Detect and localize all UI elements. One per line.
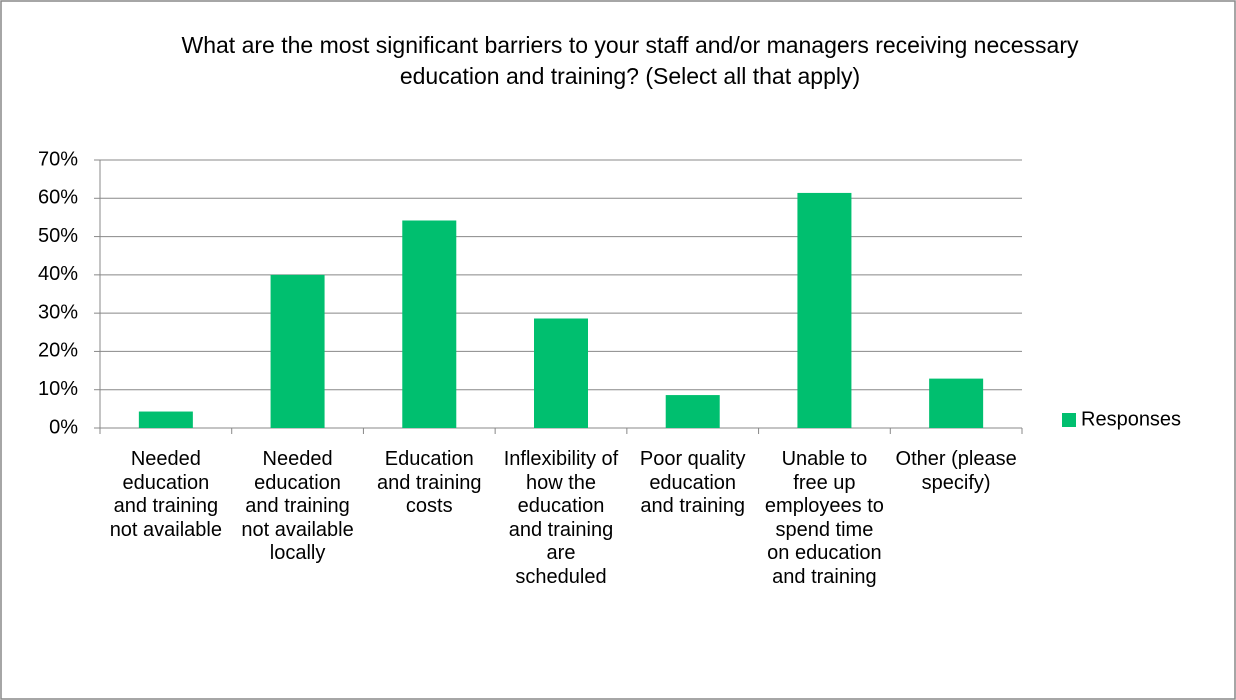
- x-tick-label: Poor quality education and training: [639, 448, 746, 517]
- y-tick-label: 40%: [38, 263, 78, 285]
- y-tick-label: 10%: [38, 378, 78, 400]
- y-tick-label: 50%: [38, 225, 78, 247]
- x-tick-label: Unable to free up employees to spend tim…: [764, 448, 884, 588]
- bar: [929, 378, 984, 428]
- bar: [270, 274, 325, 428]
- bar: [138, 411, 193, 428]
- x-tick-label: Education and training costs: [377, 448, 482, 517]
- x-tick-label: Other (please specify): [895, 448, 1017, 494]
- x-tick-label: Needed education and training not availa…: [241, 448, 354, 564]
- y-tick-label: 20%: [38, 340, 78, 362]
- y-tick-label: 60%: [38, 187, 78, 209]
- legend-label: Responses: [1081, 408, 1181, 430]
- bar: [402, 220, 457, 428]
- bar: [797, 192, 852, 428]
- y-tick-label: 30%: [38, 301, 78, 323]
- legend-swatch: [1062, 413, 1076, 427]
- y-tick-label: 0%: [49, 416, 78, 438]
- chart-title: What are the most significant barriers t…: [181, 32, 1079, 89]
- x-tick-label: Needed education and training not availa…: [109, 448, 222, 541]
- x-tick-label: Inflexibility of how the education and t…: [503, 448, 619, 588]
- y-tick-label: 70%: [38, 148, 78, 170]
- bar: [665, 395, 720, 428]
- bar: [534, 318, 588, 428]
